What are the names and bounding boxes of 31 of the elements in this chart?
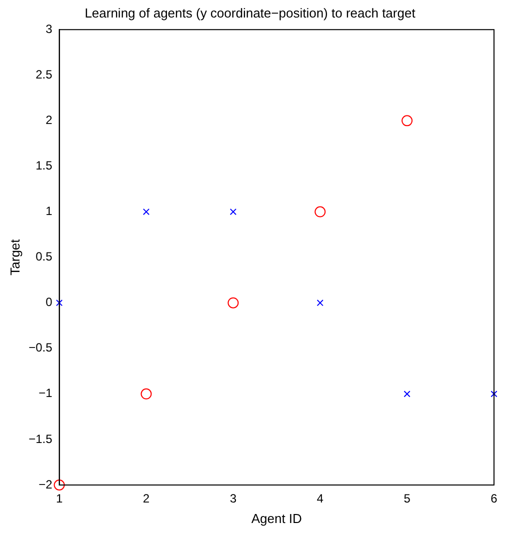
chart-title: Learning of agents (y coordinate−position) to reach target (84, 5, 416, 20)
y-tick-label: −1.5 (28, 432, 53, 446)
x-tick-label: 2 (142, 492, 150, 506)
x-tick-label: 5 (404, 492, 411, 506)
point (140, 388, 152, 400)
point (230, 208, 236, 216)
point (54, 480, 65, 490)
point (490, 390, 498, 398)
x-tick-label: 4 (316, 492, 324, 506)
y-tick-label: 2 (46, 112, 53, 127)
y-tick-label: −0.5 (28, 340, 53, 355)
point (402, 115, 413, 126)
y-axis-title: Target (7, 238, 22, 276)
y-tick-label: 0.5 (36, 250, 53, 264)
point (142, 208, 150, 216)
y-tick-label: 1.5 (36, 158, 53, 173)
y-tick-label: 0 (46, 295, 53, 310)
point (314, 206, 326, 218)
point (316, 300, 324, 306)
x-axis-title: Agent ID (251, 510, 302, 526)
y-tick-label: 1 (46, 204, 53, 218)
x-tick-label: 3 (230, 492, 237, 506)
y-tick-label: 2.5 (36, 67, 53, 82)
x-tick-label: 1 (56, 492, 63, 506)
point (404, 390, 410, 398)
y-tick-label: −2 (38, 477, 53, 492)
point (56, 300, 63, 306)
y-tick-label: −1 (38, 386, 53, 400)
x-tick-label: 6 (490, 492, 498, 506)
point (228, 297, 239, 308)
y-tick-label: 3 (46, 22, 53, 36)
